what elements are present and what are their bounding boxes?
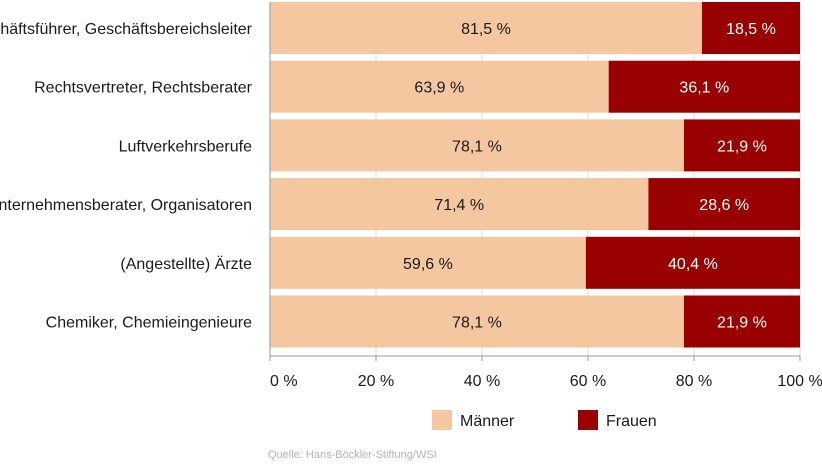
bar-frauen-2 [683,119,800,172]
bar-maenner-0 [270,2,702,54]
value-label-maenner-2: 78,1 % [452,138,502,155]
x-tick-label-40: 40 % [464,373,500,390]
value-label-maenner-4: 59,6 % [403,256,453,273]
legend-label-maenner: Männer [460,413,515,430]
legend-swatch-frauen [578,410,598,430]
axis-layer: Geschäftsführer, Geschäftsbereichsleiter… [0,2,822,390]
x-tick-label-60: 60 % [570,373,606,390]
category-label-5: Chemiker, Chemieingenieure [46,315,252,332]
value-label-frauen-4: 40,4 % [668,256,718,273]
value-label-maenner-5: 78,1 % [452,315,502,332]
source-note: Quelle: Hans-Böckler-Stiftung/WSI [268,449,437,461]
bar-maenner-4 [270,236,586,289]
value-label-frauen-0: 18,5 % [726,21,776,38]
value-label-maenner-1: 63,9 % [414,80,464,97]
legend: Männer Frauen [432,410,657,430]
value-label-maenner-0: 81,5 % [461,21,511,38]
value-label-frauen-1: 36,1 % [679,80,729,97]
x-tick-label-100: 100 % [777,373,822,390]
value-label-frauen-5: 21,9 % [717,315,767,332]
x-tick-label-0: 0 % [270,373,298,390]
bar-maenner-1 [270,60,609,113]
bar-frauen-1 [608,60,800,113]
value-label-frauen-3: 28,6 % [699,197,749,214]
value-label-maenner-3: 71,4 % [434,197,484,214]
category-label-4: (Angestellte) Ärzte [120,255,252,273]
category-label-2: Luftverkehrsberufe [119,138,253,155]
category-label-3: Unternehmensberater, Organisatoren [0,197,252,214]
legend-label-frauen: Frauen [606,413,657,430]
bar-frauen-4 [585,236,800,289]
x-tick-label-20: 20 % [358,373,394,390]
bar-maenner-5 [270,295,684,348]
value-label-frauen-2: 21,9 % [717,138,767,155]
category-label-1: Rechtsvertreter, Rechtsberater [34,80,253,97]
category-label-0: Geschäftsführer, Geschäftsbereichsleiter [0,21,253,38]
bar-maenner-3 [270,178,649,231]
bar-layer: 81,5 % 18,5 % 63,9 % 36,1 % 78,1 % 21,9 % 71,4… [270,2,800,348]
bar-frauen-3 [648,178,800,231]
legend-swatch-maenner [432,410,452,430]
bar-frauen-5 [683,295,800,348]
bar-frauen-0 [701,2,800,54]
x-tick-label-80: 80 % [676,373,712,390]
bar-maenner-2 [270,119,684,172]
